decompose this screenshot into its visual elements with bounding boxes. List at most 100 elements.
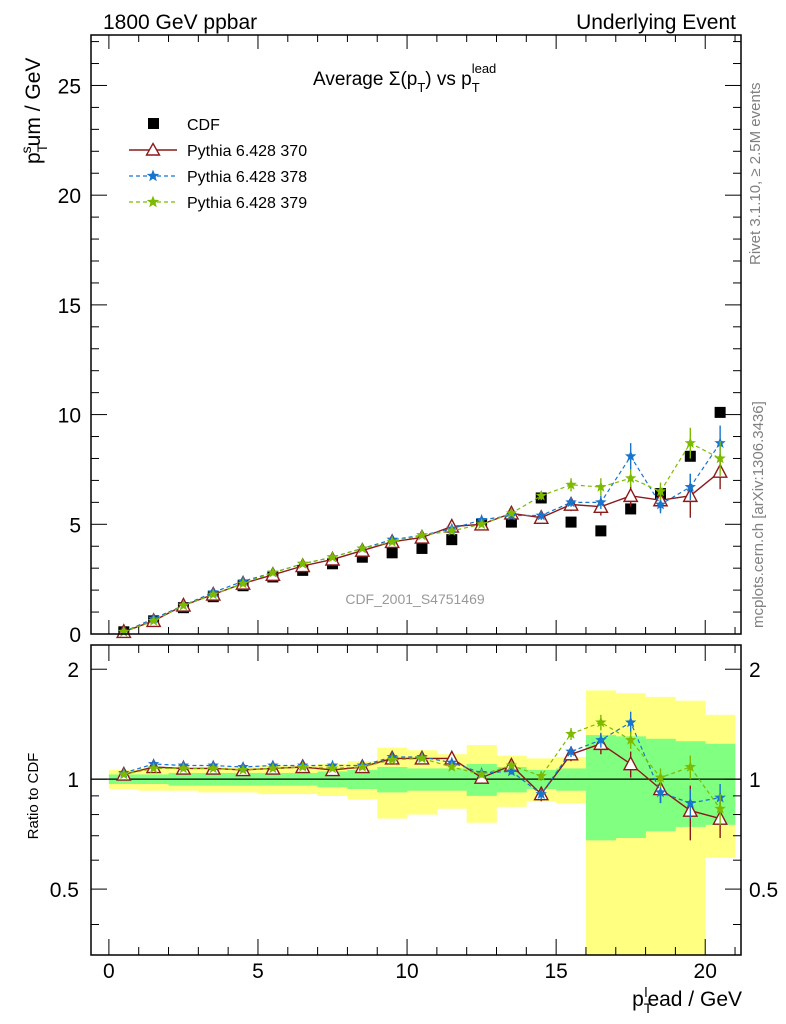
upper-marker-pythia-6-428-378 xyxy=(625,450,637,462)
upper-marker-pythia-6-428-379 xyxy=(237,577,249,589)
lower-line-pythia-6-428-379 xyxy=(123,721,721,810)
lower-marker-pythia-6-428-379 xyxy=(386,753,398,765)
lower-line-pythia-6-428-378 xyxy=(123,721,721,804)
upper-frame: 0 5 10 15 20 25 xyxy=(58,34,742,647)
x-tick-label: 0 xyxy=(103,960,115,983)
lower-marker-pythia-6-428-379 xyxy=(416,752,428,764)
upper-marker-pythia-6-428-370 xyxy=(622,487,639,503)
upper-series-group xyxy=(115,406,728,639)
lower-marker-pythia-6-428-378 xyxy=(625,716,637,728)
lower-y-tick-label-right: 0.5 xyxy=(749,879,778,902)
x-tick-label: 5 xyxy=(252,960,264,983)
upper-marker-pythia-6-428-379 xyxy=(386,535,398,547)
lower-axes-frame xyxy=(90,644,742,956)
upper-marker-cdf xyxy=(416,542,428,554)
lower-marker-pythia-6-428-379 xyxy=(356,761,368,772)
upper-marker-cdf xyxy=(446,534,458,546)
upper-axes-frame xyxy=(90,34,742,635)
lower-marker-pythia-6-428-378 xyxy=(535,788,547,799)
upper-marker-pythia-6-428-379 xyxy=(565,478,577,490)
upper-marker-pythia-6-428-378 xyxy=(684,481,696,492)
upper-panel: CDF_2001_S4751469 0 5 10 15 20 25 Average Σ(p… xyxy=(18,34,742,647)
rivet-version-label: Rivet 3.1.10, ≥ 2.5M events xyxy=(747,83,764,266)
upper-y-tick-label: 25 xyxy=(58,75,81,98)
lower-series-group xyxy=(115,711,728,841)
lower-marker-pythia-6-428-370 xyxy=(622,755,639,771)
lower-marker-pythia-6-428-378 xyxy=(565,745,577,757)
legend-marker-378 xyxy=(146,169,160,182)
upper-marker-pythia-6-428-379 xyxy=(446,524,458,536)
legend-marker-370 xyxy=(145,142,161,156)
legend-label-379: Pythia 6.428 379 xyxy=(187,195,307,212)
upper-marker-pythia-6-428-379 xyxy=(147,614,160,626)
upper-marker-pythia-6-428-379 xyxy=(684,437,696,448)
lower-bands-group xyxy=(91,690,741,955)
lower-marker-pythia-6-428-378 xyxy=(654,786,667,798)
watermark: CDF_2001_S4751469 xyxy=(345,591,485,607)
lower-marker-pythia-6-428-379 xyxy=(326,762,339,774)
upper-marker-pythia-6-428-378 xyxy=(595,496,607,508)
lower-marker-pythia-6-428-379 xyxy=(446,761,458,772)
upper-marker-pythia-6-428-379 xyxy=(267,566,279,578)
lower-y-tick-label: 2 xyxy=(67,659,79,682)
legend-marker-379 xyxy=(146,195,160,208)
upper-marker-cdf xyxy=(625,503,637,515)
lower-marker-pythia-6-428-379 xyxy=(237,763,249,775)
upper-marker-pythia-6-428-379 xyxy=(207,588,219,600)
upper-marker-pythia-6-428-378 xyxy=(535,509,547,521)
lower-marker-pythia-6-428-378 xyxy=(684,797,696,808)
lower-marker-pythia-6-428-379 xyxy=(565,727,577,739)
legend-marker-cdf xyxy=(148,118,159,129)
header-left: 1800 GeV ppbar xyxy=(103,11,257,34)
lower-marker-pythia-6-428-379 xyxy=(475,768,488,780)
legend: CDF Pythia 6.428 370 Pythia 6.428 378 Py… xyxy=(129,117,307,212)
upper-y-tick-label: 15 xyxy=(58,295,81,318)
lower-panel: 0.5 0.51 12 20 5 10 15 20 Ratio to CDF pTlead /… xyxy=(25,644,778,1016)
upper-marker-pythia-6-428-379 xyxy=(505,507,518,519)
lower-marker-pythia-6-428-379 xyxy=(625,734,637,745)
legend-label-cdf: CDF xyxy=(187,117,220,134)
x-tick-label: 15 xyxy=(544,960,567,983)
lower-marker-pythia-6-428-379 xyxy=(505,759,518,771)
upper-y-tick-label: 10 xyxy=(58,405,81,428)
lower-marker-pythia-6-428-379 xyxy=(267,762,279,774)
upper-marker-cdf xyxy=(505,516,517,528)
header-right: Underlying Event xyxy=(576,11,736,34)
upper-marker-pythia-6-428-379 xyxy=(654,485,667,497)
lower-y-tick-label: 1 xyxy=(67,769,79,792)
x-tick-label: 10 xyxy=(395,960,418,983)
x-tick-label: 20 xyxy=(694,960,717,983)
upper-marker-cdf xyxy=(714,406,726,418)
upper-marker-cdf xyxy=(595,525,607,537)
lower-marker-pythia-6-428-378 xyxy=(505,765,518,777)
lower-marker-pythia-6-428-379 xyxy=(147,762,160,774)
lower-marker-pythia-6-428-379 xyxy=(118,768,130,780)
upper-marker-cdf xyxy=(386,547,398,559)
legend-entry-378: Pythia 6.428 378 xyxy=(129,169,307,186)
upper-marker-pythia-6-428-379 xyxy=(356,542,368,554)
upper-y-tick-label: 0 xyxy=(69,624,81,647)
upper-title: Average Σ(pT) vs pTlead xyxy=(313,61,496,95)
lower-marker-pythia-6-428-379 xyxy=(297,761,309,772)
lower-marker-pythia-6-428-379 xyxy=(654,771,667,783)
lower-marker-pythia-6-428-378 xyxy=(595,734,607,745)
upper-marker-pythia-6-428-379 xyxy=(535,489,547,501)
upper-marker-pythia-6-428-379 xyxy=(416,529,428,541)
legend-entry-370: Pythia 6.428 370 xyxy=(129,142,307,160)
lower-marker-pythia-6-428-379 xyxy=(595,716,607,728)
lower-y-tick-label-right: 2 xyxy=(749,659,761,682)
upper-marker-pythia-6-428-378 xyxy=(565,496,577,508)
upper-marker-pythia-6-428-378 xyxy=(654,498,667,510)
upper-ylabel: pTsum / GeV xyxy=(18,58,50,164)
lower-y-tick-label-right: 1 xyxy=(749,769,761,792)
upper-marker-pythia-6-428-379 xyxy=(118,625,130,637)
upper-marker-pythia-6-428-379 xyxy=(475,518,488,530)
upper-y-tick-label: 20 xyxy=(58,185,81,208)
lower-marker-pythia-6-428-379 xyxy=(714,802,726,814)
upper-y-tick-label: 5 xyxy=(69,514,81,537)
lower-marker-pythia-6-428-379 xyxy=(684,761,696,772)
lower-marker-pythia-6-428-379 xyxy=(177,762,190,774)
legend-label-378: Pythia 6.428 378 xyxy=(187,169,307,186)
x-axis-label: pTlead / GeV xyxy=(632,984,742,1016)
